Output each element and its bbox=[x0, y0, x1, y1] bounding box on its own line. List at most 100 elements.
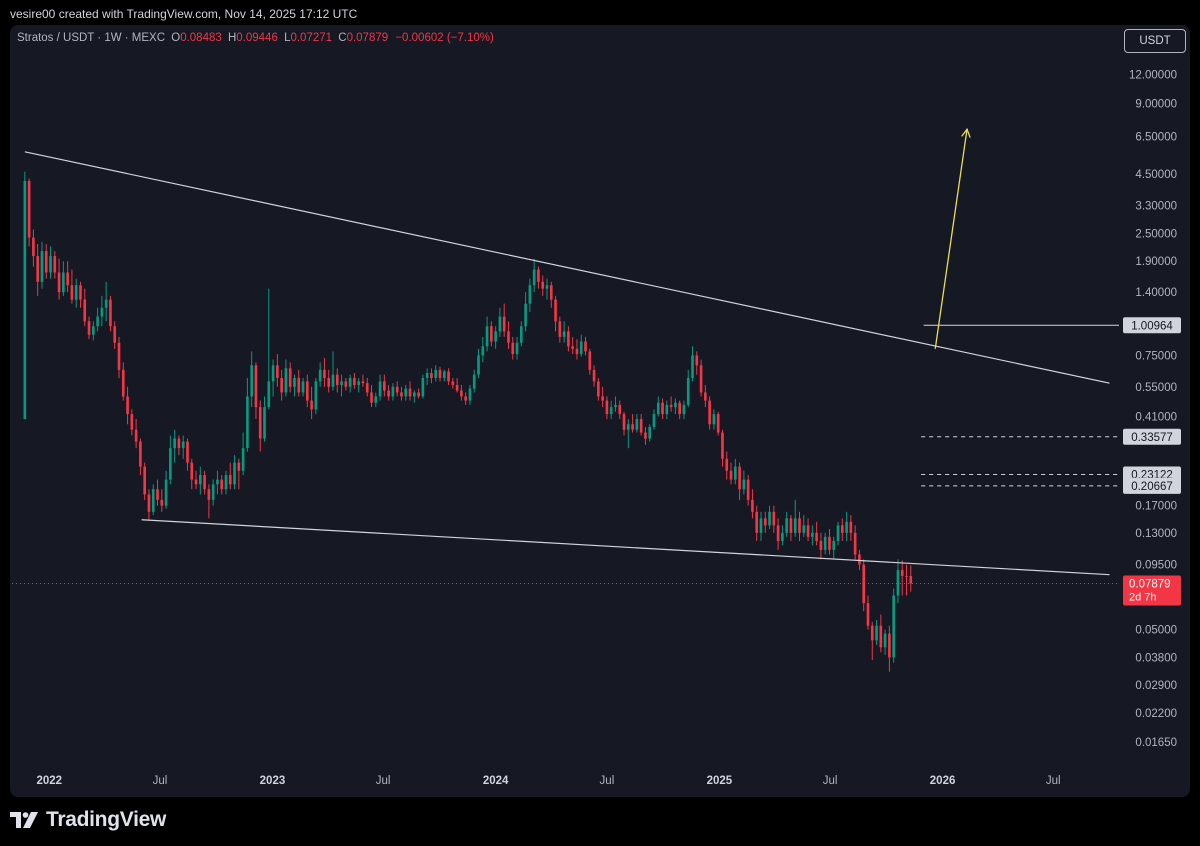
candle-body bbox=[631, 424, 634, 430]
candle-body bbox=[164, 479, 168, 506]
candle-body bbox=[284, 368, 288, 393]
candle bbox=[344, 377, 348, 391]
candle bbox=[618, 400, 622, 420]
y-tick-label: 0.17000 bbox=[1135, 501, 1177, 513]
candle bbox=[305, 374, 309, 408]
candle-body bbox=[434, 369, 438, 378]
candle-body bbox=[104, 299, 108, 308]
candle bbox=[888, 625, 891, 672]
candle bbox=[699, 359, 703, 397]
candle bbox=[96, 307, 99, 332]
candle bbox=[49, 246, 52, 279]
candle-body bbox=[207, 489, 211, 500]
candle bbox=[515, 336, 519, 360]
currency-button[interactable]: USDT bbox=[1124, 29, 1186, 53]
candle-body bbox=[892, 595, 895, 658]
candle bbox=[477, 348, 480, 378]
candle-body bbox=[477, 355, 480, 375]
candle bbox=[896, 559, 900, 604]
candle-body bbox=[763, 518, 767, 526]
level-label: 0.33577 bbox=[1131, 432, 1173, 444]
candle bbox=[870, 621, 874, 661]
x-tick-label: 2023 bbox=[260, 775, 286, 787]
candle bbox=[746, 475, 750, 506]
candle bbox=[682, 400, 686, 420]
candle bbox=[759, 511, 763, 541]
candle-body bbox=[464, 396, 467, 401]
candle bbox=[729, 462, 733, 485]
candle bbox=[815, 521, 818, 546]
change-value: −0.00602 (−7.10%) bbox=[395, 32, 494, 44]
candle-body bbox=[742, 479, 746, 490]
candle-body bbox=[335, 374, 339, 385]
candle bbox=[845, 511, 848, 541]
candle-body bbox=[614, 404, 617, 408]
candle bbox=[327, 369, 331, 393]
candle bbox=[635, 414, 639, 433]
candle-body bbox=[472, 374, 476, 389]
candle bbox=[280, 369, 283, 401]
candle bbox=[254, 362, 258, 420]
y-tick-label: 12.00000 bbox=[1129, 70, 1177, 82]
candle bbox=[121, 362, 125, 401]
candle-body bbox=[91, 326, 95, 335]
candle bbox=[528, 278, 532, 313]
candle-body bbox=[695, 355, 699, 366]
tradingview-logo-icon bbox=[10, 812, 38, 828]
candle-body bbox=[331, 374, 335, 387]
candle bbox=[310, 386, 313, 420]
candle-body bbox=[519, 326, 523, 343]
candle-body bbox=[27, 180, 31, 238]
candle-body bbox=[370, 392, 373, 403]
y-tick-label: 3.30000 bbox=[1135, 200, 1177, 212]
candle bbox=[460, 384, 463, 401]
candle-body bbox=[682, 404, 686, 415]
candle bbox=[549, 281, 553, 308]
candle-body bbox=[498, 316, 502, 332]
candle bbox=[246, 377, 249, 452]
candle-body bbox=[708, 400, 711, 425]
candle-body bbox=[669, 404, 673, 408]
candle bbox=[237, 458, 241, 490]
candle-body bbox=[224, 475, 228, 490]
candle bbox=[91, 321, 95, 341]
candle bbox=[374, 392, 378, 408]
chart-panel[interactable] bbox=[10, 25, 1190, 797]
candle bbox=[609, 400, 613, 420]
candle bbox=[267, 288, 271, 410]
candle-body bbox=[528, 285, 532, 304]
candle bbox=[579, 334, 583, 357]
candle bbox=[789, 515, 793, 541]
candle bbox=[708, 396, 711, 430]
candle-body bbox=[858, 554, 861, 565]
candle-body bbox=[181, 441, 185, 449]
candle bbox=[361, 374, 365, 387]
candle bbox=[442, 369, 446, 382]
candle bbox=[793, 499, 797, 537]
candle bbox=[686, 369, 690, 408]
candle-body bbox=[691, 355, 694, 378]
candle-body bbox=[545, 285, 549, 289]
candle-body bbox=[36, 256, 40, 282]
x-tick-label: Jul bbox=[1046, 775, 1061, 787]
candle bbox=[387, 384, 390, 401]
candle bbox=[139, 438, 142, 476]
candle-body bbox=[601, 396, 604, 401]
candle bbox=[113, 321, 117, 349]
candle-body bbox=[357, 381, 361, 385]
candle-body bbox=[250, 365, 254, 397]
y-tick-label: 0.41000 bbox=[1135, 412, 1177, 424]
candle bbox=[370, 384, 373, 408]
candle-body bbox=[40, 251, 44, 282]
candle bbox=[532, 258, 536, 293]
candle bbox=[481, 336, 485, 363]
candle-body bbox=[597, 381, 600, 397]
candle-body bbox=[383, 381, 386, 391]
candle bbox=[395, 381, 399, 397]
candle bbox=[490, 321, 493, 347]
candle-body bbox=[66, 272, 69, 286]
candle bbox=[652, 409, 656, 430]
candle bbox=[365, 377, 369, 397]
y-tick-label: 1.90000 bbox=[1135, 256, 1177, 268]
